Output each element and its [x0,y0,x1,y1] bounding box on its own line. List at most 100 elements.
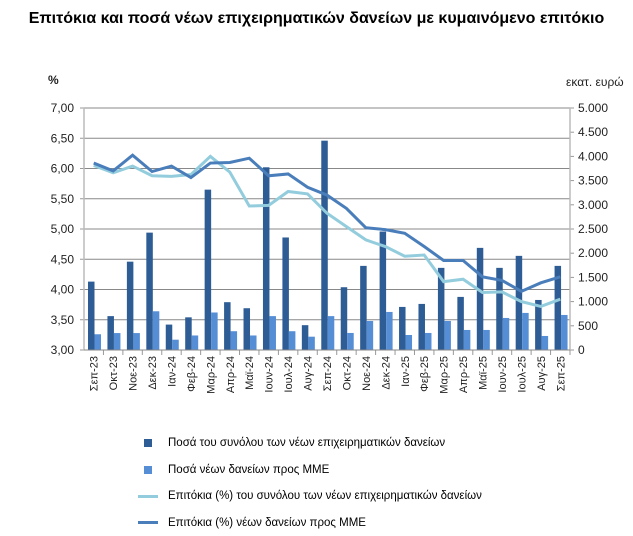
legend-line-swatch [138,521,158,525]
legend-bar-swatch [144,439,152,448]
bar-sme-amount [405,334,413,350]
x-tick-label: Απρ-25 [458,356,470,393]
bar-total-amount [515,255,523,350]
bar-sme-amount [327,316,335,350]
right-tick-label: 4.000 [578,149,608,163]
bar-sme-amount [250,335,257,350]
x-tick-label: Ιουλ-25 [516,356,528,393]
chart-title: Επιτόκια και ποσά νέων επιχειρηματικών δ… [28,10,605,27]
legend-label: Επιτόκια (%) του συνόλου των νέων επιχει… [168,490,482,503]
x-tick-label: Αυγ-24 [303,356,315,391]
left-tick-label: 5,50 [51,192,75,206]
x-tick-label: Ιουλ-24 [283,356,295,393]
bar-total-amount [496,267,503,350]
bar-total-amount [360,265,367,350]
bar-total-amount [282,237,289,350]
x-tick-label: Ιουν-24 [264,356,276,393]
x-tick-label: Δεκ-24 [380,356,392,390]
bar-sme-amount [561,314,568,350]
x-tick-label: Οκτ-24 [341,356,353,390]
bar-total-amount [340,287,348,350]
legend-bar-swatch [144,465,152,474]
bar-total-amount [399,306,406,350]
bar-total-amount [301,325,309,350]
bar-sme-amount [230,331,238,350]
bar-sme-amount [94,334,101,350]
left-tick-label: 5,00 [51,222,75,236]
bar-total-amount [418,303,425,350]
bar-total-amount [379,231,387,350]
x-tick-label: Ιαν-25 [400,356,412,387]
right-tick-label: 2.500 [578,222,608,236]
bar-sme-amount [347,332,354,350]
right-tick-label: 500 [578,319,598,333]
right-tick-label: 1.500 [578,270,608,284]
x-tick-label: Οκτ-23 [108,356,120,390]
x-tick-label: Απρ-24 [225,356,237,393]
x-tick-label: Μαρ-24 [205,356,217,394]
x-tick-label: Σεπ-23 [89,356,101,391]
right-tick-label: 5.000 [578,101,608,115]
legend-item: Επιτόκια (%) νέων δανείων προς ΜΜΕ [138,510,482,536]
x-tick-label: Ιουν-25 [497,356,509,393]
x-tick-label: Μαϊ-24 [244,356,256,390]
right-tick-label: 2.000 [578,246,608,260]
x-tick-label: Αυγ-25 [536,356,548,391]
bar-sme-amount [113,333,121,350]
bar-sme-amount [386,311,393,350]
legend-label: Ποσά του συνόλου των νέων επιχειρηματικώ… [168,437,446,450]
bar-total-amount [107,316,114,350]
bar-total-amount [321,140,328,350]
left-tick-label: 6,50 [51,131,75,145]
right-tick-label: 3.000 [578,198,608,212]
bar-sme-amount [502,317,510,350]
left-tick-label: 3,50 [51,313,75,327]
bar-sme-amount [308,336,315,350]
bar-sme-amount [269,316,276,350]
bar-total-amount [243,308,251,350]
bar-sme-amount [172,339,179,350]
left-tick-label: 4,50 [51,252,75,266]
x-tick-label: Νοε-24 [361,356,373,391]
left-axis-label: % [48,73,59,87]
left-tick-label: 7,00 [51,101,75,115]
bar-sme-amount [541,335,549,350]
right-tick-label: 0 [578,343,585,357]
bar-total-amount [185,317,192,350]
bar-sme-amount [133,333,140,350]
legend: Ποσά του συνόλου των νέων επιχειρηματικώ… [138,430,482,536]
right-tick-label: 3.500 [578,174,608,188]
legend-line-swatch [138,494,158,498]
bar-sme-amount [463,329,471,350]
bar-total-amount [457,296,464,350]
bar-sme-amount [288,331,296,350]
left-tick-label: 3,00 [51,343,75,357]
x-tick-label: Δεκ-23 [147,356,159,390]
bar-total-amount [204,189,212,350]
left-tick-label: 6,00 [51,162,75,176]
bar-total-amount [262,167,270,350]
right-tick-label: 1.000 [578,295,608,309]
bar-total-amount [476,247,484,350]
x-tick-label: Σεπ-25 [555,356,567,391]
right-tick-label: 4.500 [578,125,608,139]
x-tick-label: Νοε-23 [128,356,140,391]
bar-total-amount [126,261,134,350]
x-tick-label: Ιαν-24 [166,356,178,387]
legend-item: Ποσά νέων δανείων προς ΜΜΕ [138,457,482,484]
bar-sme-amount [424,332,432,350]
bar-total-amount [437,267,445,350]
bar-total-amount [165,324,173,350]
bar-total-amount [224,302,231,350]
right-axis-label: εκατ. ευρώ [566,75,624,89]
x-tick-label: Σεπ-24 [322,356,334,391]
bar-sme-amount [483,329,490,350]
bar-total-amount [146,232,153,350]
bar-total-amount [554,265,562,350]
legend-label: Ποσά νέων δανείων προς ΜΜΕ [168,463,330,476]
legend-item: Ποσά του συνόλου των νέων επιχειρηματικώ… [138,430,482,457]
x-tick-label: Φεβ-25 [419,356,431,392]
left-tick-label: 4,00 [51,283,75,297]
x-tick-label: Φεβ-24 [186,356,198,392]
